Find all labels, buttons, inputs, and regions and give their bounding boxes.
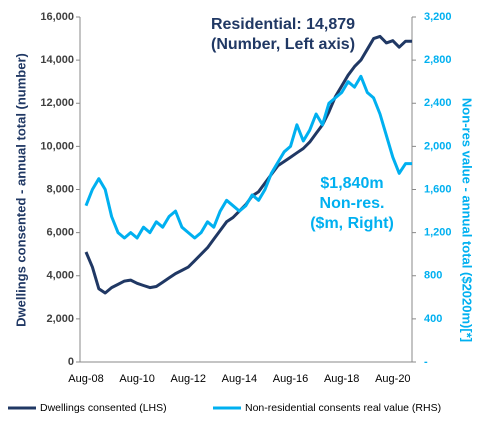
y-tick-label: 2,000 bbox=[46, 313, 74, 325]
x-tick-label: Aug-16 bbox=[273, 373, 308, 385]
y-axis-title: Dwellings consented - annual total (numb… bbox=[13, 53, 28, 327]
annotation: $1,840m bbox=[320, 175, 383, 192]
y-tick-label: 10,000 bbox=[40, 140, 74, 152]
y-tick-label: 8,000 bbox=[46, 183, 74, 195]
annotation: Residential: 14,879 bbox=[211, 16, 355, 33]
y2-tick-label: 3,200 bbox=[424, 11, 452, 23]
y2-tick-label: 2,000 bbox=[424, 140, 452, 152]
annotation: (Number, Left axis) bbox=[211, 36, 355, 53]
y2-tick-label: 2,400 bbox=[424, 97, 452, 109]
series-line bbox=[84, 74, 412, 240]
y-tick-label: 16,000 bbox=[40, 11, 74, 23]
y2-tick-label: 800 bbox=[424, 270, 442, 282]
legend-label: Dwellings consented (LHS) bbox=[40, 402, 167, 414]
x-tick-label: Aug-20 bbox=[375, 373, 410, 385]
y2-tick-label: - bbox=[424, 356, 428, 368]
series-line bbox=[84, 34, 412, 295]
y-tick-label: 14,000 bbox=[40, 54, 74, 66]
y2-tick-label: 1,600 bbox=[424, 183, 452, 195]
y-tick-label: 4,000 bbox=[46, 270, 74, 282]
y-tick-label: 0 bbox=[68, 356, 74, 368]
y2-tick-label: 2,800 bbox=[424, 54, 452, 66]
y2-axis-title: Non-res value - annual total ($2020m)[*] bbox=[460, 98, 475, 342]
y-tick-label: 6,000 bbox=[46, 227, 74, 239]
y-tick-label: 12,000 bbox=[40, 97, 74, 109]
y2-tick-label: 1,200 bbox=[424, 227, 452, 239]
x-tick-label: Aug-14 bbox=[222, 373, 257, 385]
x-tick-label: Aug-18 bbox=[324, 373, 359, 385]
annotation: Non-res. bbox=[320, 195, 385, 212]
annotation: ($m, Right) bbox=[310, 215, 394, 232]
x-tick-label: Aug-12 bbox=[171, 373, 206, 385]
x-tick-label: Aug-08 bbox=[68, 373, 103, 385]
legend-label: Non-residential consents real value (RHS… bbox=[245, 402, 441, 414]
x-tick-label: Aug-10 bbox=[119, 373, 154, 385]
y2-tick-label: 400 bbox=[424, 313, 442, 325]
